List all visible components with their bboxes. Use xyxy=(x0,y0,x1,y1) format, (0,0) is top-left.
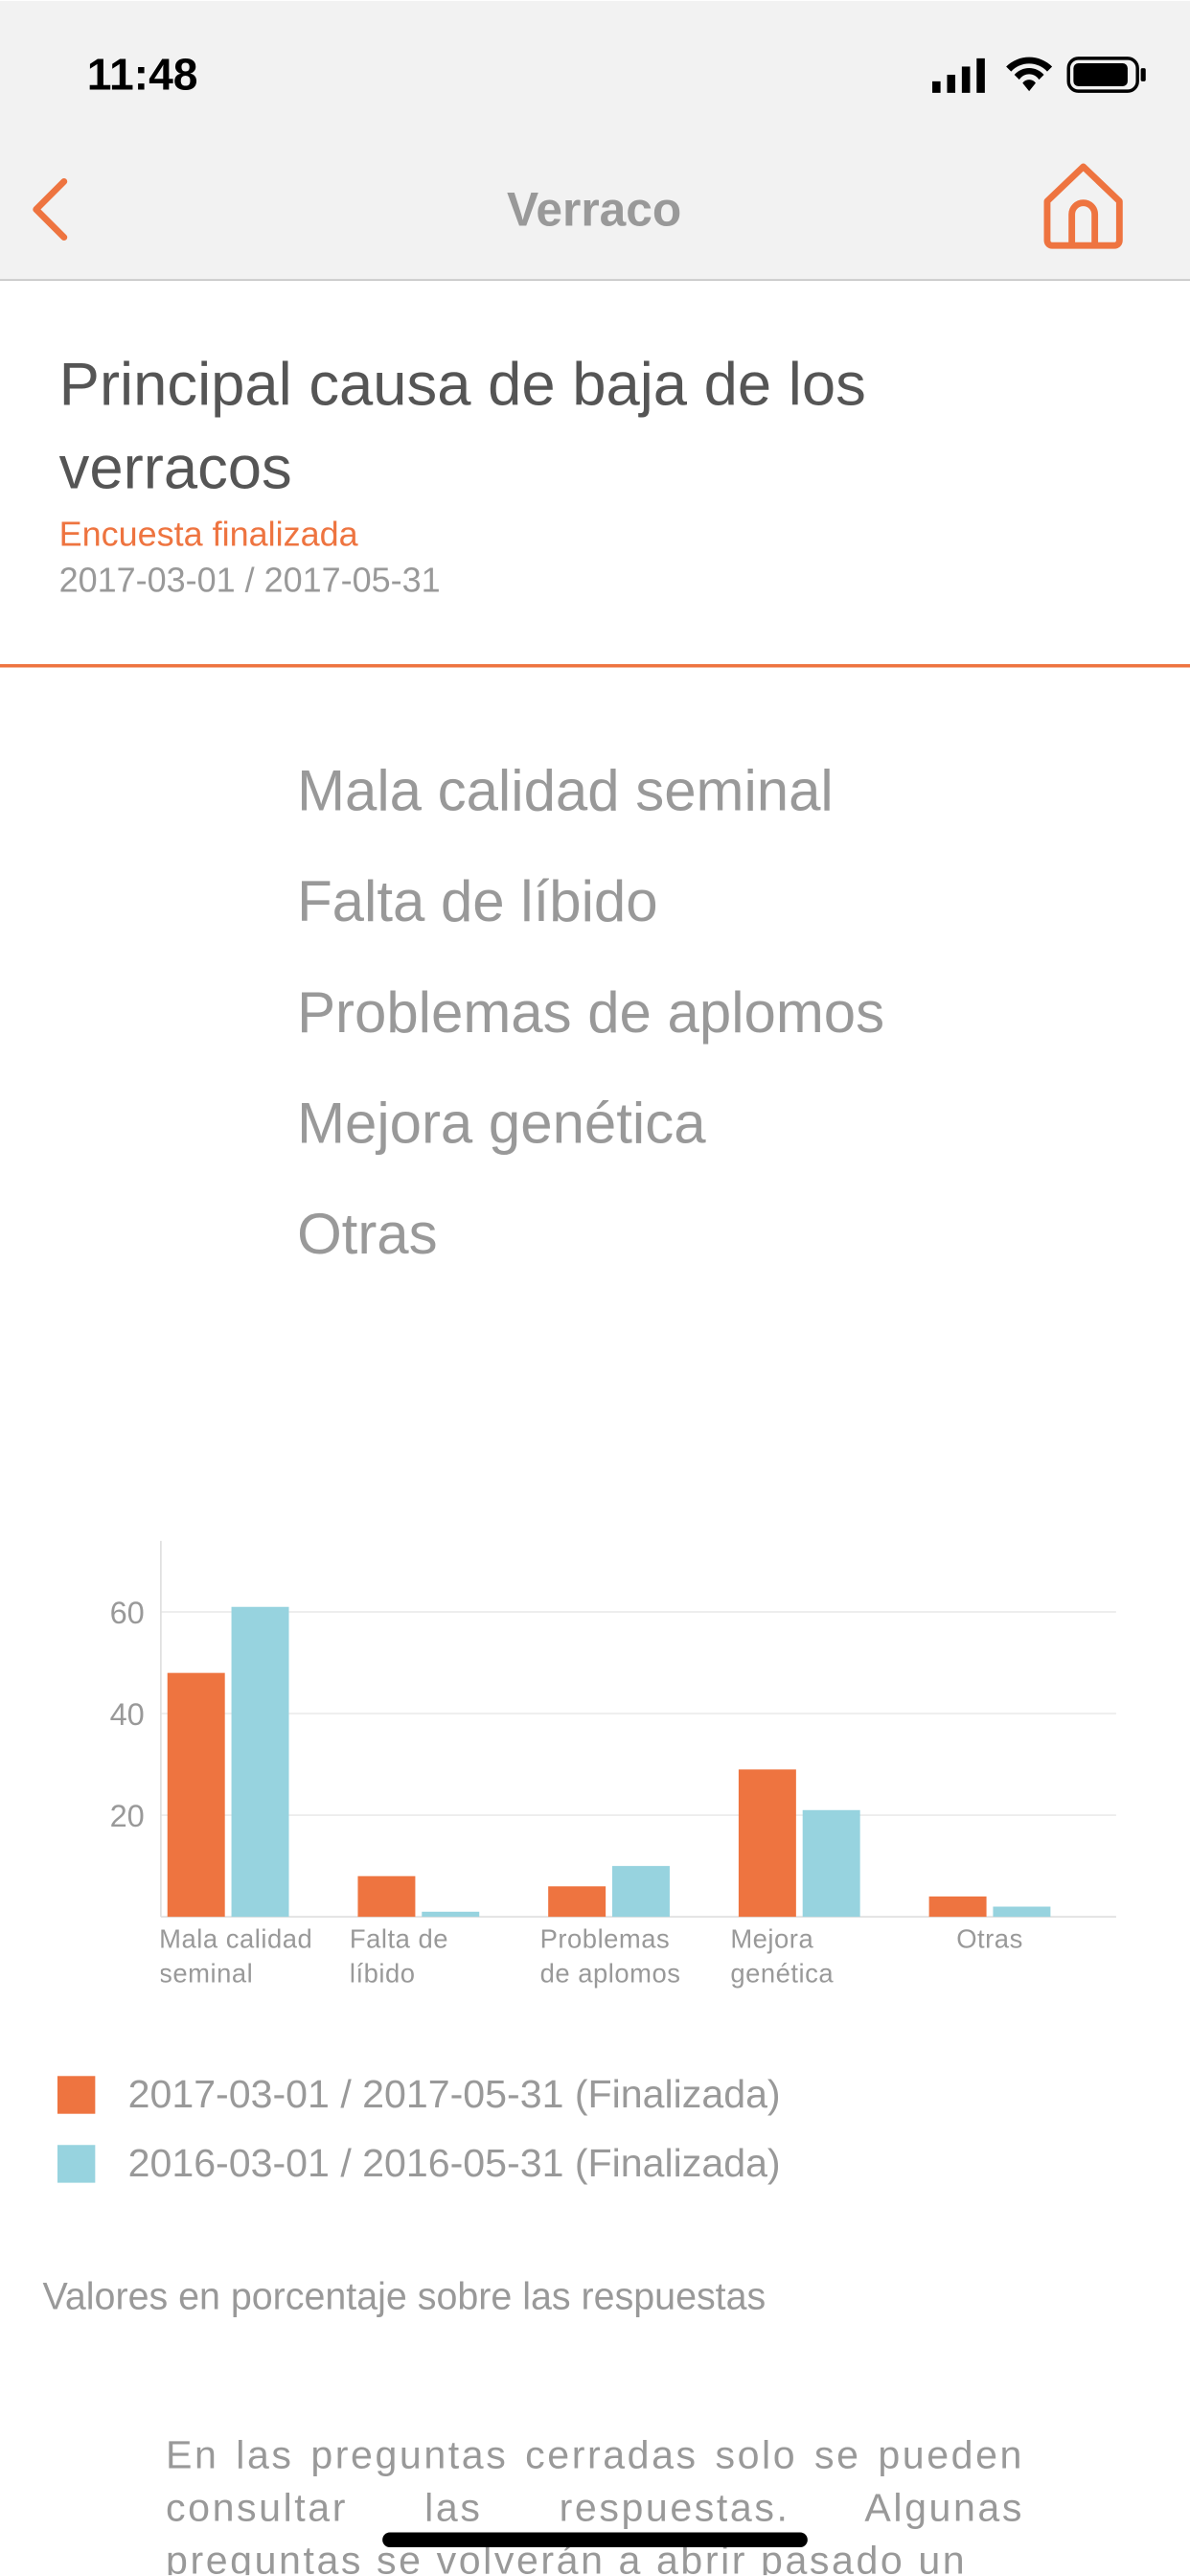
footer-box: En las preguntas cerradas solo se pueden… xyxy=(166,2433,1024,2576)
options: Mala calidad seminal Falta de líbido Probl… xyxy=(297,758,884,1266)
y-tick-label: 20 xyxy=(110,1799,145,1833)
status-time: 11:48 xyxy=(87,49,198,99)
chart: 20 40 60 Mala calidad seminal Falta de líbid… xyxy=(110,1540,1116,1990)
option: Falta de líbido xyxy=(297,869,658,933)
bar xyxy=(167,1672,225,1918)
x-tick-label: Falta de líbido xyxy=(349,1926,449,1990)
note: Valores en porcentaje sobre las respuest… xyxy=(43,2276,767,2318)
x-tick-label: Problemas de aplomos xyxy=(539,1926,681,1990)
header-title-box: Principal causa de baja de los verracos xyxy=(58,350,866,502)
legend-swatch xyxy=(57,2145,96,2183)
bar xyxy=(993,1906,1051,1918)
survey-period: 2017-03-01 / 2017-05-31 xyxy=(59,561,441,600)
x-tick-label: Otras xyxy=(956,1926,1023,1955)
x-tick-label: Mejora genética xyxy=(730,1926,835,1990)
status-icons xyxy=(932,57,1146,93)
legend-swatch xyxy=(57,2076,96,2114)
back-button[interactable] xyxy=(33,177,68,242)
option: Otras xyxy=(297,1202,438,1266)
legend-label: 2016-03-01 / 2016-05-31 (Finalizada) xyxy=(128,2141,781,2185)
x-tick-label-box: Falta de líbido xyxy=(349,1926,449,1990)
x-tick-label-box: Mejora genética xyxy=(730,1926,835,1990)
bar xyxy=(548,1886,606,1918)
footer-text: En las preguntas cerradas solo se pueden… xyxy=(166,2433,1024,2576)
y-tick-label: 60 xyxy=(110,1596,145,1630)
bar xyxy=(928,1896,987,1918)
nav-title: Verraco xyxy=(507,183,681,237)
option: Mejora genética xyxy=(297,1091,706,1155)
bar xyxy=(738,1769,796,1918)
bar xyxy=(357,1875,416,1918)
bar xyxy=(422,1911,480,1918)
option: Mala calidad seminal xyxy=(297,758,834,822)
top-bar xyxy=(0,0,1190,281)
bar xyxy=(611,1866,670,1918)
bar xyxy=(231,1606,289,1918)
legend: 2017-03-01 / 2017-05-31 (Finalizada) 2016… xyxy=(57,2072,781,2185)
y-tick-label: 40 xyxy=(110,1697,145,1732)
x-labels: Mala calidad seminal Falta de líbido Probl… xyxy=(159,1926,1023,1990)
x-tick-label-box: Problemas de aplomos xyxy=(539,1926,681,1990)
survey-status: Encuesta finalizada xyxy=(59,515,358,554)
x-tick-label-box: Otras xyxy=(956,1926,1023,1955)
home-button[interactable] xyxy=(1043,163,1123,249)
x-tick-label-box: Mala calidad seminal xyxy=(159,1926,313,1990)
home-indicator xyxy=(382,2532,808,2547)
legend-label: 2017-03-01 / 2017-05-31 (Finalizada) xyxy=(128,2072,781,2116)
x-tick-label: Mala calidad seminal xyxy=(159,1926,313,1990)
header-title: Principal causa de baja de los verracos xyxy=(58,350,866,502)
bar xyxy=(802,1809,860,1918)
option: Problemas de aplomos xyxy=(297,980,884,1045)
bars xyxy=(167,1606,1051,1918)
